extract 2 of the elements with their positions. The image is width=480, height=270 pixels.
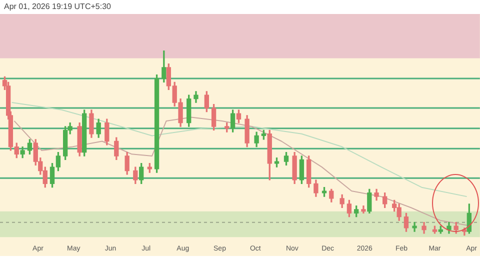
candlestick — [412, 222, 417, 232]
text: Apr 01, 2026 19:19 UTC+5:30 — [3, 1, 112, 13]
